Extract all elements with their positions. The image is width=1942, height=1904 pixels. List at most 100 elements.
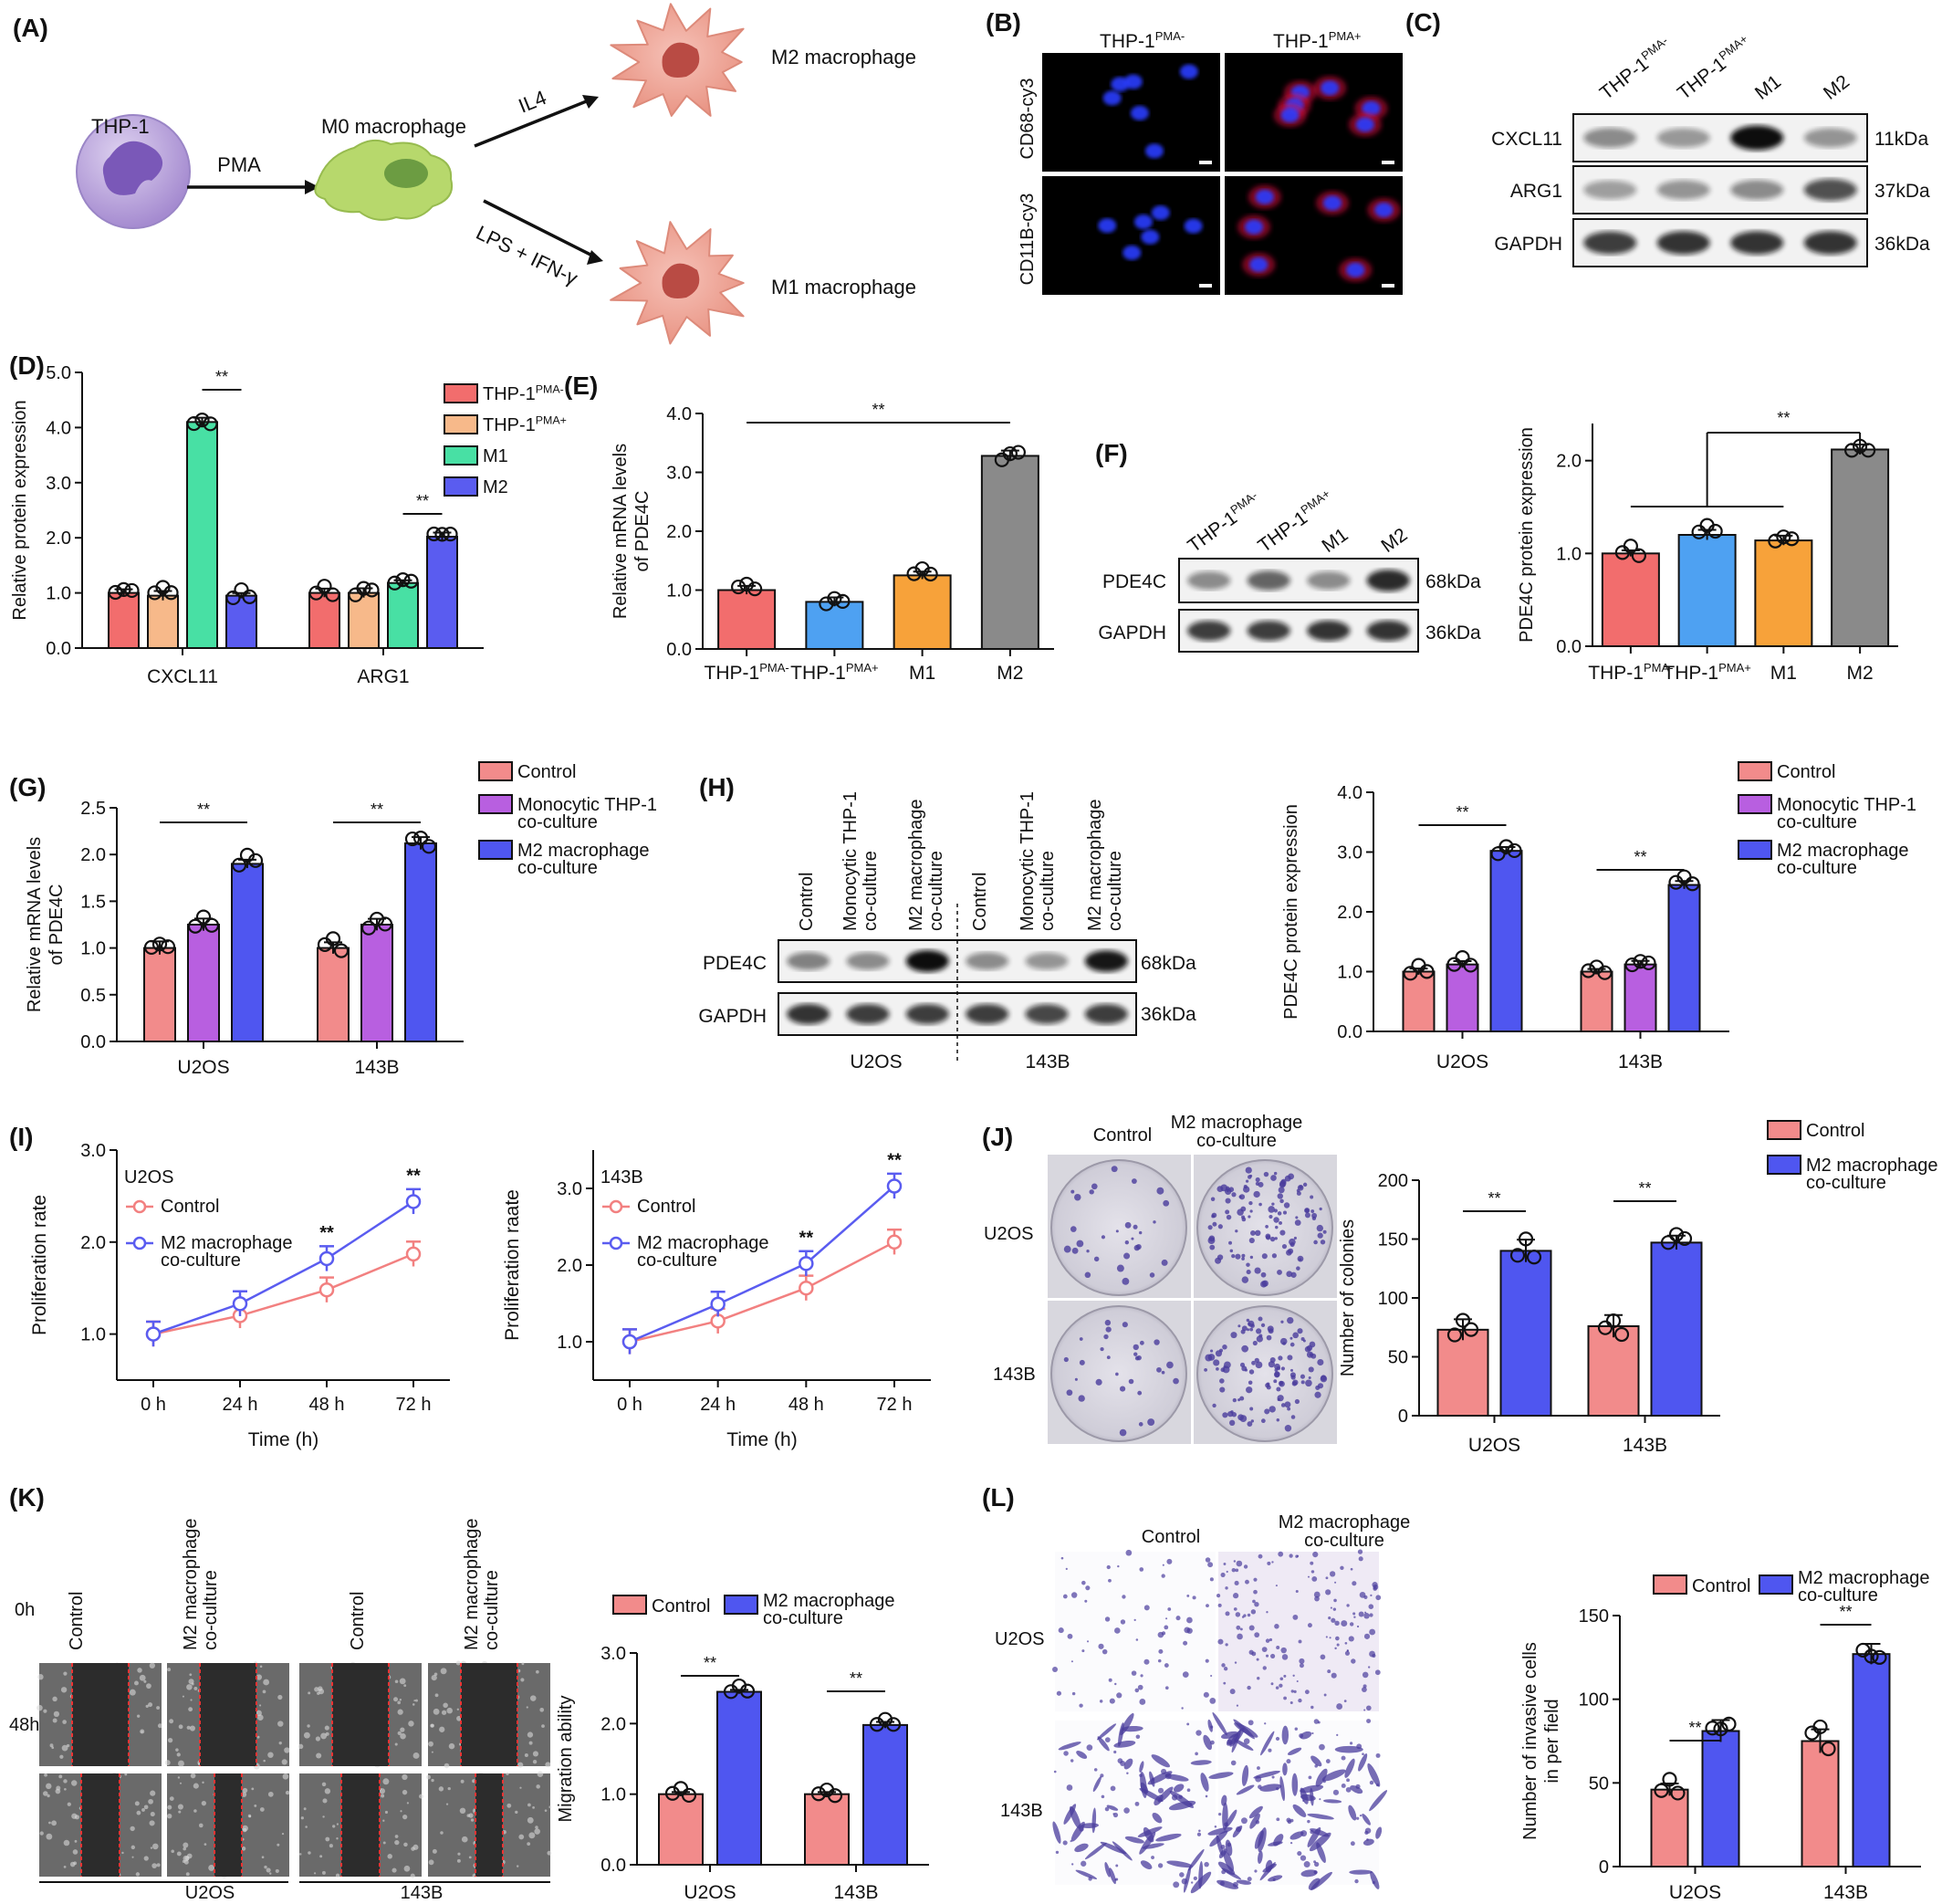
cell-speck <box>532 1751 538 1757</box>
invasive-cell <box>1349 1742 1353 1745</box>
invasive-cell <box>1117 1758 1123 1763</box>
invasive-cell <box>1253 1589 1258 1595</box>
panel-label: (D) <box>9 351 45 380</box>
invasive-cell <box>1225 1611 1230 1616</box>
cell-speck <box>189 1725 195 1731</box>
cell-speck <box>259 1704 262 1707</box>
colony <box>1290 1271 1297 1278</box>
panel-label: (H) <box>699 773 735 801</box>
invasive-cell <box>1198 1861 1204 1889</box>
colony <box>1249 1255 1254 1260</box>
colony <box>1274 1237 1278 1240</box>
col-label-control: Control <box>1142 1527 1200 1547</box>
colony <box>1295 1216 1299 1219</box>
data-point <box>203 416 218 432</box>
invasive-cell <box>1067 1633 1073 1639</box>
invasive-cell <box>1114 1682 1117 1686</box>
blot-band <box>905 950 949 972</box>
cell-speck <box>261 1856 265 1859</box>
colony <box>1282 1210 1288 1215</box>
invasive-cell <box>1063 1751 1069 1756</box>
cell-speck <box>384 1810 389 1815</box>
data-point <box>731 579 747 595</box>
cell-speck <box>150 1790 156 1796</box>
y-axis-label: Number of invasive cells <box>1520 1642 1540 1840</box>
colony <box>1074 1193 1081 1201</box>
col-label: M2 macrophage <box>181 1518 201 1650</box>
invasive-cell <box>1331 1672 1337 1679</box>
invasive-cell <box>1195 1752 1198 1756</box>
lane-label-main: M2 <box>1377 524 1411 557</box>
cell-speck <box>530 1695 537 1701</box>
cell-speck <box>325 1836 330 1842</box>
cell-speck <box>186 1853 193 1859</box>
colony <box>1282 1342 1286 1345</box>
x-category-label: 143B <box>1623 1435 1667 1456</box>
legend-label: M2 macrophage <box>161 1233 293 1253</box>
invasive-cell <box>1099 1700 1103 1703</box>
data-point <box>810 1786 827 1802</box>
cell-nucleus <box>1249 256 1269 272</box>
lps-label: LPS + IFN-γ <box>473 221 581 289</box>
colony <box>1131 1178 1137 1184</box>
colony <box>1248 1369 1255 1375</box>
invasive-cell <box>1220 1845 1226 1850</box>
legend-label-sup: PMA+ <box>536 413 567 426</box>
invasive-cell <box>1271 1561 1274 1564</box>
cell-speck <box>392 1867 397 1873</box>
cell-speck <box>400 1727 405 1732</box>
invasive-cell <box>1108 1578 1112 1583</box>
invasive-cell <box>1372 1880 1376 1885</box>
cell-speck <box>444 1763 450 1769</box>
cell-speck <box>278 1741 282 1745</box>
colony <box>1292 1332 1300 1339</box>
invasive-cell <box>1186 1788 1191 1793</box>
invasive-cell <box>1325 1589 1331 1595</box>
y-axis-label: Proliferation raate <box>502 1189 523 1341</box>
invasive-cell <box>1248 1625 1255 1631</box>
colony <box>1216 1367 1219 1371</box>
data-point <box>1463 957 1478 973</box>
colony <box>1294 1219 1301 1226</box>
invasive-cell <box>1203 1691 1209 1698</box>
colony <box>1241 1276 1249 1283</box>
colony <box>1277 1211 1282 1216</box>
colony <box>1091 1183 1098 1190</box>
cell-nucleus <box>1179 64 1198 79</box>
cell-speck <box>64 1787 67 1791</box>
x-tick-label: 48 h <box>788 1395 824 1415</box>
cell-speck <box>329 1844 333 1848</box>
data-point <box>333 943 350 958</box>
data-point <box>318 1282 335 1298</box>
data-point <box>1633 954 1648 969</box>
bar <box>1587 1324 1640 1417</box>
cell-speck <box>403 1865 411 1872</box>
colony <box>1207 1237 1216 1245</box>
cell-speck <box>322 1815 325 1818</box>
cell-speck <box>541 1724 545 1728</box>
invasive-cell <box>1352 1612 1356 1616</box>
invasive-cell <box>1209 1698 1216 1704</box>
cell-speck <box>394 1835 399 1838</box>
bar <box>1754 539 1813 647</box>
colony <box>1302 1182 1308 1187</box>
invasive-cell <box>1186 1616 1193 1624</box>
colony <box>1213 1359 1220 1366</box>
colony <box>1086 1250 1090 1253</box>
invasive-cell <box>1092 1775 1102 1792</box>
colony <box>1226 1214 1232 1220</box>
colony <box>1154 1339 1160 1345</box>
data-point <box>1821 1741 1836 1757</box>
invasive-cell <box>1076 1751 1088 1759</box>
cell-speck <box>439 1726 445 1732</box>
invasive-cell <box>1278 1551 1284 1557</box>
invasive-cell <box>1166 1558 1173 1564</box>
invasive-cell <box>1142 1843 1164 1849</box>
legend-marker <box>609 1199 623 1214</box>
x-tick-label: 0 h <box>141 1395 166 1415</box>
significance-label: ** <box>1638 1179 1651 1198</box>
cell-speck <box>408 1721 414 1727</box>
invasive-cell <box>1375 1752 1381 1758</box>
legend-label: Control <box>1777 762 1835 782</box>
